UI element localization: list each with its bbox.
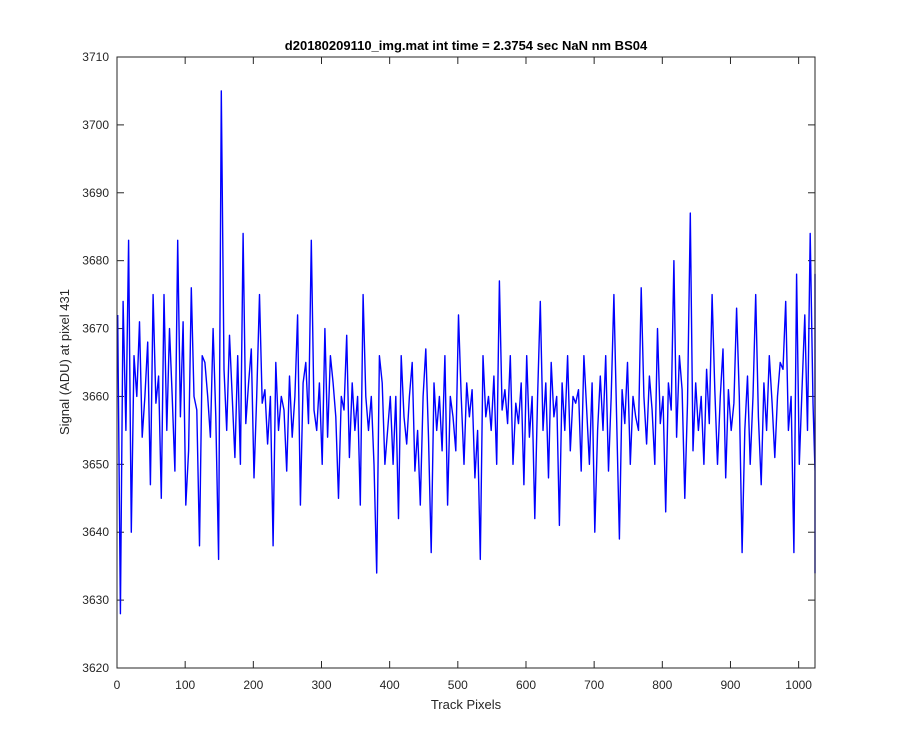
y-tick-label: 3640: [82, 525, 109, 539]
x-axis-ticks: 0 100 200 300 400 500 600 700 800 900 1000: [114, 57, 812, 692]
y-tick-label: 3650: [82, 457, 109, 471]
x-tick-label: 200: [243, 678, 263, 692]
axes-box: [116, 56, 816, 669]
y-tick-label: 3660: [82, 389, 109, 403]
x-tick-label: 600: [516, 678, 536, 692]
chart-title: d20180209110_img.mat int time = 2.3754 s…: [285, 38, 648, 53]
x-tick-label: 0: [114, 678, 121, 692]
x-tick-label: 1000: [785, 678, 812, 692]
y-tick-label: 3710: [82, 50, 109, 64]
y-tick-label: 3680: [82, 254, 109, 268]
x-tick-label: 700: [584, 678, 604, 692]
plot-area: [117, 57, 815, 668]
y-tick-label: 3690: [82, 186, 109, 200]
y-axis-label: Signal (ADU) at pixel 431: [57, 289, 72, 435]
x-tick-label: 900: [720, 678, 740, 692]
y-tick-label: 3700: [82, 118, 109, 132]
x-axis-label: Track Pixels: [431, 697, 502, 712]
y-tick-label: 3620: [82, 661, 109, 675]
x-tick-label: 800: [652, 678, 672, 692]
x-tick-label: 400: [380, 678, 400, 692]
x-tick-label: 100: [175, 678, 195, 692]
x-tick-label: 300: [311, 678, 331, 692]
y-axis-ticks: 3620 3630 3640 3650 3660 3670 3680 3690 3700 3710: [82, 50, 815, 675]
x-tick-label: 500: [448, 678, 468, 692]
y-tick-label: 3670: [82, 322, 109, 336]
y-tick-label: 3630: [82, 593, 109, 607]
